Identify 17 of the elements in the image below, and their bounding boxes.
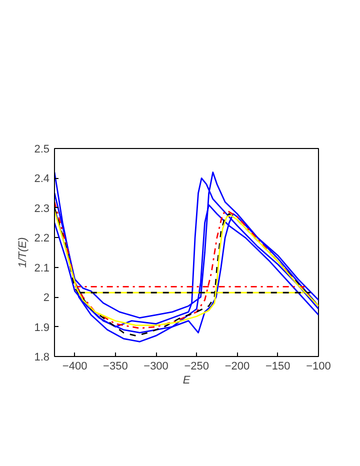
x-tick-label: −100 (306, 360, 331, 372)
y-tick-label: 2.3 (34, 202, 50, 215)
y-tick-label: 2.5 (34, 144, 50, 156)
x-tick-label: −300 (144, 360, 168, 372)
y-axis-title: 1/T(E) (17, 236, 30, 268)
y-tick-label: 2 (43, 292, 50, 304)
x-tick-label: −400 (62, 360, 88, 372)
y-tick-label: 2.4 (34, 173, 50, 186)
x-tick-label: −250 (184, 360, 210, 372)
x-tick-label: −350 (103, 360, 128, 372)
x-tick-label: −150 (265, 360, 290, 372)
y-tick-label: 2.1 (34, 262, 50, 274)
y-tick-label: 1.8 (34, 352, 50, 364)
y-tick-label: 1.9 (34, 322, 50, 334)
x-tick-label: −200 (224, 360, 250, 372)
x-axis-title: E (182, 374, 191, 386)
y-tick-label: 2.2 (34, 232, 50, 245)
